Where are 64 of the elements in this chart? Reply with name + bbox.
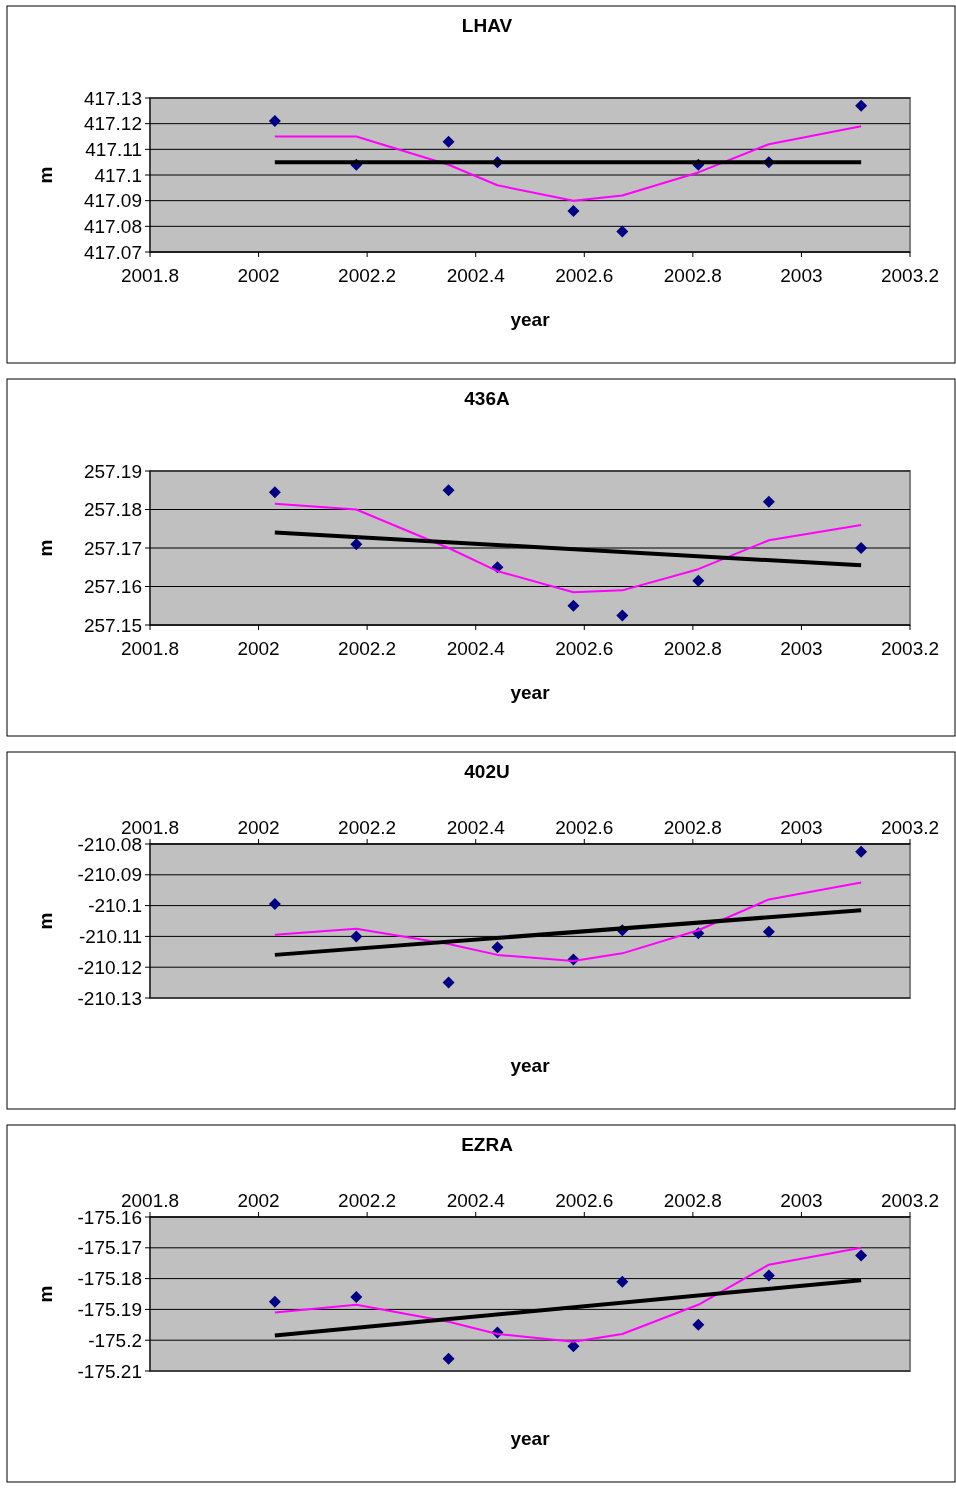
y-tick-label: -210.1	[88, 895, 142, 917]
x-tick-label: 2002.8	[663, 265, 722, 286]
x-tick-label: 2002.4	[446, 638, 506, 659]
x-tick-label: 2002	[237, 265, 280, 286]
x-tick-label: 2003	[780, 1190, 823, 1211]
y-tick-label: -210.11	[78, 926, 142, 948]
x-tick-label: 2003.2	[880, 265, 940, 286]
x-tick-label: 2001.8	[120, 265, 180, 286]
y-tick-label: 257.15	[83, 614, 142, 636]
y-tick-label: 257.19	[83, 460, 142, 482]
x-tick-label: 2002.4	[446, 817, 506, 838]
x-axis-title: year	[510, 1055, 551, 1076]
x-tick-label: 2002.4	[446, 265, 506, 286]
x-tick-label: 2002.2	[338, 638, 397, 659]
y-tick-label: 257.17	[83, 537, 142, 559]
x-tick-label: 2002.2	[338, 817, 397, 838]
x-tick-label: 2002	[237, 817, 280, 838]
x-tick-label: 2002.8	[663, 638, 722, 659]
x-axis-title: year	[510, 309, 551, 330]
chart-title: 402U	[464, 761, 510, 782]
x-tick-label: 2002.6	[555, 265, 614, 286]
y-tick-label: 417.11	[85, 138, 142, 160]
x-tick-label: 2001.8	[120, 638, 180, 659]
y-tick-label: 417.09	[83, 190, 142, 212]
x-axis-title: year	[510, 1428, 551, 1449]
x-tick-label: 2002.2	[338, 1190, 397, 1211]
x-tick-label: 2002.2	[338, 265, 397, 286]
y-tick-label: 417.1	[94, 164, 142, 186]
y-tick-label: -210.09	[77, 864, 142, 886]
chart-title: 436A	[464, 388, 510, 409]
x-tick-label: 2003	[780, 265, 823, 286]
x-tick-label: 2002.8	[663, 817, 722, 838]
x-tick-label: 2002.4	[446, 1190, 506, 1211]
chart-title: LHAV	[461, 15, 513, 36]
x-tick-label: 2002.8	[663, 1190, 722, 1211]
x-tick-label: 2002.6	[555, 817, 614, 838]
y-tick-label: 257.16	[83, 576, 142, 598]
y-tick-label: -175.2	[88, 1329, 142, 1351]
x-tick-label: 2003.2	[880, 1190, 940, 1211]
x-tick-label: 2002	[237, 638, 280, 659]
x-tick-label: 2003	[780, 817, 823, 838]
y-axis-title: m	[35, 166, 56, 184]
y-tick-label: 417.08	[83, 215, 142, 237]
y-tick-label: -210.13	[77, 987, 142, 1009]
x-tick-label: 2003.2	[880, 638, 940, 659]
x-axis-title: year	[510, 682, 551, 703]
y-tick-label: 417.07	[83, 241, 142, 263]
chart-title: EZRA	[461, 1134, 514, 1155]
x-tick-label: 2002	[237, 1190, 280, 1211]
y-tick-label: -210.12	[77, 956, 142, 978]
y-tick-label: -175.21	[77, 1360, 142, 1382]
y-tick-label: 417.12	[83, 113, 142, 135]
y-tick-label: -175.18	[77, 1268, 142, 1290]
y-tick-label: -175.17	[77, 1237, 142, 1259]
x-tick-label: 2002.6	[555, 638, 614, 659]
y-axis-title: m	[35, 1285, 56, 1303]
y-tick-label: 417.13	[83, 87, 142, 109]
x-tick-label: 2003.2	[880, 817, 940, 838]
x-tick-label: 2002.6	[555, 1190, 614, 1211]
x-tick-label: 2003	[780, 638, 823, 659]
y-axis-title: m	[35, 539, 56, 557]
y-tick-label: -175.19	[77, 1299, 142, 1321]
y-tick-label: 257.18	[83, 499, 142, 521]
y-axis-title: m	[35, 912, 56, 930]
